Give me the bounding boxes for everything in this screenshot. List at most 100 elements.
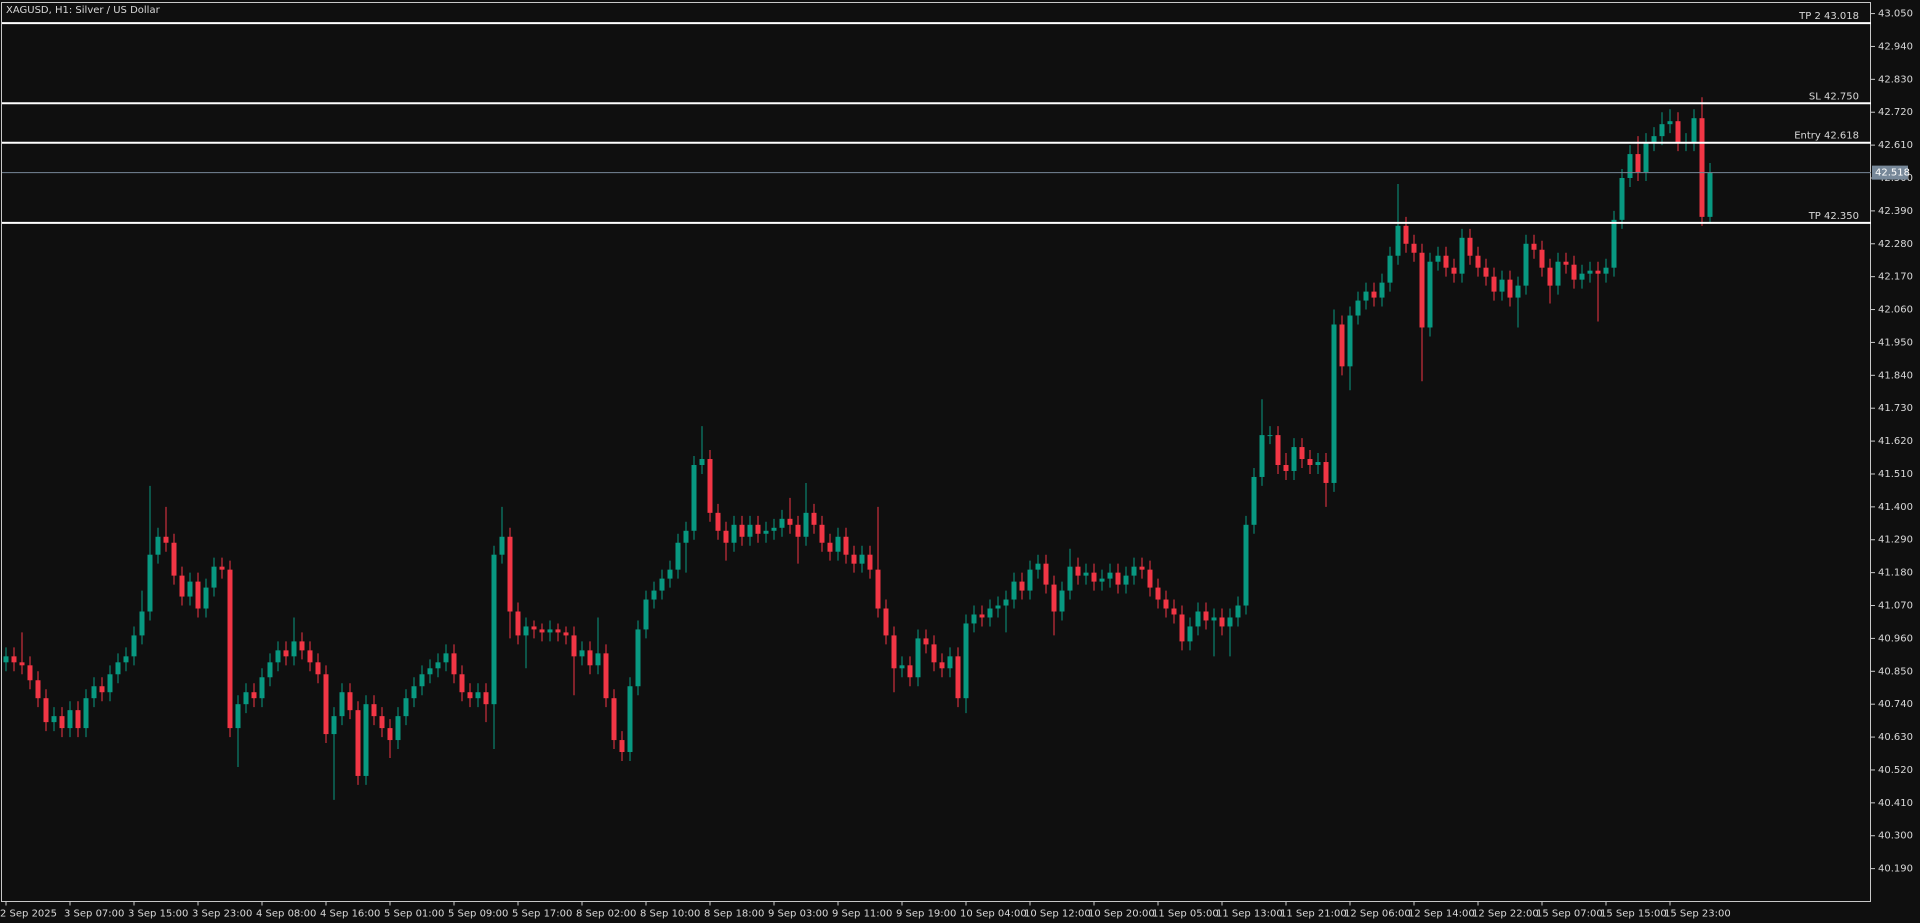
y-tick-label: 42.720 <box>1878 107 1913 118</box>
candle-body <box>1667 121 1673 125</box>
candle-body <box>547 629 553 633</box>
candle-body <box>491 554 497 705</box>
candle-body <box>1547 267 1553 286</box>
candle-body <box>91 686 97 699</box>
level-label: SL 42.750 <box>1809 91 1859 102</box>
candle-body <box>643 599 649 630</box>
y-tick-label: 43.050 <box>1878 9 1913 20</box>
x-tick-label: 11 Sep 13:00 <box>1216 909 1283 920</box>
candle-body <box>523 626 529 636</box>
x-tick-label: 11 Sep 05:00 <box>1152 909 1219 920</box>
y-tick-label: 41.070 <box>1878 601 1913 612</box>
candle-body <box>1075 566 1081 576</box>
candle-body <box>915 638 921 678</box>
candle-body <box>187 581 193 597</box>
candle-body <box>1315 462 1321 466</box>
candle-body <box>131 635 137 657</box>
candle-body <box>859 554 865 564</box>
level-label: Entry 42.618 <box>1794 131 1859 142</box>
candle-body <box>1411 243 1417 253</box>
candle-body <box>1219 617 1225 627</box>
y-tick-label: 42.060 <box>1878 305 1913 316</box>
candle-body <box>1595 270 1601 274</box>
candle-body <box>1067 566 1073 591</box>
candle-body <box>371 704 377 717</box>
y-tick-label: 41.290 <box>1878 535 1913 546</box>
candle-body <box>1707 172 1713 217</box>
candle-body <box>459 674 465 693</box>
y-tick-label: 40.300 <box>1878 831 1913 842</box>
candle-body <box>987 608 993 618</box>
candle-body <box>1339 324 1345 367</box>
x-tick-label: 11 Sep 21:00 <box>1280 909 1347 920</box>
candle-body <box>507 536 513 612</box>
candle-body <box>1235 605 1241 618</box>
y-tick-label: 40.740 <box>1878 699 1913 710</box>
candle-body <box>195 581 201 609</box>
x-tick-label: 5 Sep 01:00 <box>384 909 444 920</box>
candle-body <box>1267 435 1273 437</box>
candle-body <box>11 656 17 663</box>
candle-body <box>355 710 361 776</box>
x-tick-label: 15 Sep 23:00 <box>1664 909 1731 920</box>
x-tick-label: 9 Sep 19:00 <box>896 909 956 920</box>
candle-body <box>1363 291 1369 301</box>
y-tick-label: 40.520 <box>1878 765 1913 776</box>
candle-body <box>1043 563 1049 585</box>
candle-body <box>947 656 953 669</box>
candle-body <box>1179 614 1185 642</box>
candle-body <box>1531 243 1537 250</box>
candle-body <box>1291 447 1297 471</box>
candle-body <box>763 530 769 534</box>
candle-body <box>411 686 417 699</box>
candle-body <box>1699 118 1705 217</box>
candle-body <box>347 692 353 711</box>
y-tick-label: 42.610 <box>1878 140 1913 151</box>
candle-body <box>1003 599 1009 606</box>
candle-body <box>1427 261 1433 328</box>
candle-body <box>1147 569 1153 588</box>
level-label: TP 42.350 <box>1808 211 1859 222</box>
plot-frame <box>1 2 1871 902</box>
x-tick-label: 9 Sep 03:00 <box>768 909 828 920</box>
candle-body <box>1675 121 1681 143</box>
x-tick-label: 8 Sep 18:00 <box>704 909 764 920</box>
y-tick-label: 41.510 <box>1878 469 1913 480</box>
candle-body <box>1523 243 1529 286</box>
candle-body <box>211 566 217 588</box>
candle-body <box>1083 572 1089 576</box>
candle-body <box>1539 249 1545 268</box>
candle-body <box>1395 225 1401 256</box>
candle-body <box>1027 569 1033 591</box>
candle-body <box>1419 252 1425 328</box>
candle-body <box>1499 279 1505 292</box>
candle-body <box>1443 255 1449 268</box>
candle-body <box>1163 599 1169 609</box>
candle-body <box>475 692 481 699</box>
candle-body <box>1035 563 1041 570</box>
candle-body <box>59 716 65 729</box>
candle-body <box>1307 459 1313 466</box>
candle-body <box>75 710 81 729</box>
candle-body <box>563 632 569 636</box>
candle-body <box>531 626 537 630</box>
candle-body <box>1107 572 1113 579</box>
candle-body <box>867 554 873 570</box>
candle-body <box>883 608 889 636</box>
candle-body <box>787 518 793 525</box>
last-price-label: 42.518 <box>1875 168 1910 179</box>
y-tick-label: 42.940 <box>1878 41 1913 52</box>
candle-body <box>619 740 625 753</box>
candle-body <box>299 641 305 651</box>
candle-body <box>499 536 505 555</box>
x-tick-label: 3 Sep 15:00 <box>128 909 188 920</box>
candle-body <box>963 623 969 699</box>
x-tick-label: 3 Sep 23:00 <box>192 909 252 920</box>
y-tick-label: 41.840 <box>1878 370 1913 381</box>
candle-body <box>651 590 657 600</box>
candle-body <box>99 686 105 693</box>
candle-body <box>1643 142 1649 173</box>
candle-body <box>35 680 41 699</box>
candle-body <box>1627 154 1633 178</box>
y-tick-label: 42.280 <box>1878 239 1913 250</box>
